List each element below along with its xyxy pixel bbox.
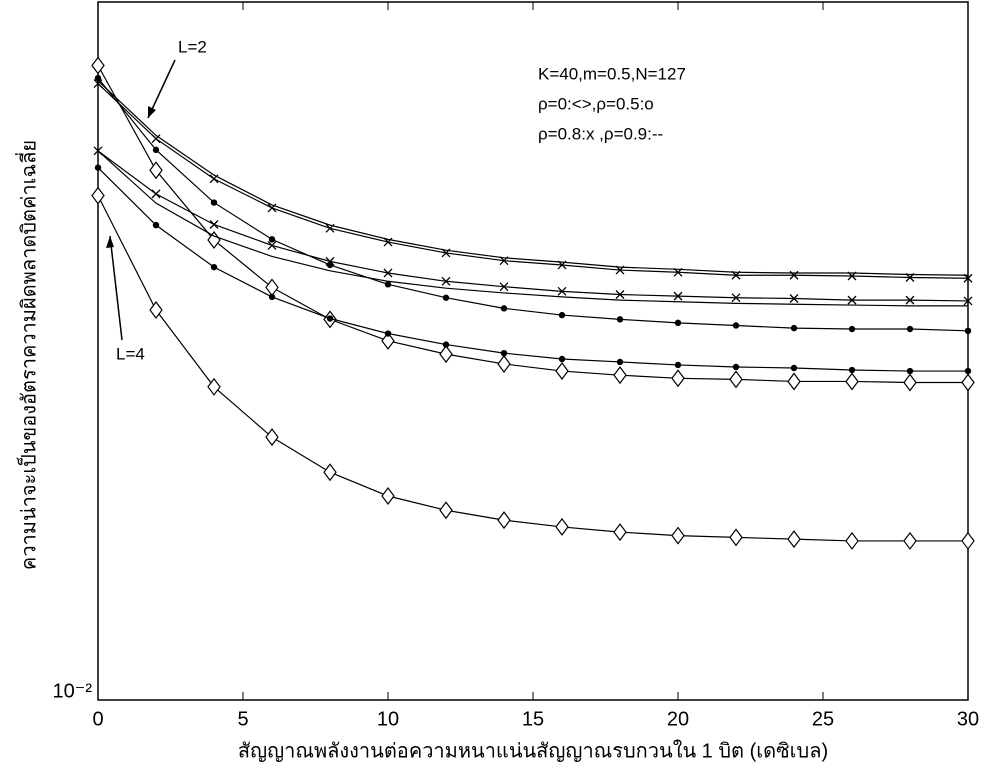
series-line — [98, 168, 968, 371]
arrow — [110, 236, 122, 340]
x-tick-label: 5 — [237, 708, 248, 730]
marker — [269, 294, 275, 300]
marker — [617, 316, 623, 322]
marker — [92, 58, 104, 74]
series-line — [98, 78, 968, 331]
marker — [788, 531, 800, 547]
marker — [556, 363, 568, 379]
marker — [327, 315, 333, 321]
marker — [498, 356, 510, 372]
marker — [672, 528, 684, 544]
marker — [559, 312, 565, 318]
marker — [672, 370, 684, 386]
marker — [152, 190, 160, 198]
marker — [965, 368, 971, 374]
marker — [846, 373, 858, 389]
marker — [443, 295, 449, 301]
marker — [266, 279, 278, 295]
marker — [617, 359, 623, 365]
marker — [501, 350, 507, 356]
x-tick-label: 15 — [522, 708, 544, 730]
marker — [907, 326, 913, 332]
marker — [675, 320, 681, 326]
annotation: L=2 — [178, 37, 207, 56]
marker — [965, 328, 971, 334]
marker — [788, 373, 800, 389]
marker — [675, 362, 681, 368]
marker — [266, 429, 278, 445]
marker — [904, 533, 916, 549]
marker — [962, 375, 974, 391]
marker — [733, 364, 739, 370]
marker — [849, 326, 855, 332]
marker — [556, 519, 568, 535]
marker — [385, 330, 391, 336]
chart: K=40,m=0.5,N=127 ρ=0:<>,ρ=0.5:o ρ=0.8:x … — [0, 0, 985, 773]
marker — [443, 341, 449, 347]
marker — [324, 464, 336, 480]
marker — [440, 502, 452, 518]
marker — [962, 533, 974, 549]
x-tick-label: 30 — [957, 708, 979, 730]
x-tick-label: 10 — [377, 708, 399, 730]
x-tick-label: 25 — [812, 708, 834, 730]
marker — [849, 367, 855, 373]
marker — [501, 305, 507, 311]
x-axis-title: สัญญาณพลังงานต่อความหนาแน่นสัญญาณรบกวนใน… — [238, 739, 828, 762]
y-tick-label: 10⁻² — [53, 680, 93, 702]
series-line — [98, 151, 968, 306]
series-line — [98, 196, 968, 541]
marker — [210, 220, 218, 228]
marker — [730, 371, 742, 387]
marker — [92, 188, 104, 204]
marker — [211, 199, 217, 205]
annotation: L=4 — [116, 344, 145, 363]
marker — [269, 236, 275, 242]
series-line — [98, 81, 968, 275]
marker — [498, 512, 510, 528]
marker — [730, 529, 742, 545]
annotation: ρ=0:<>,ρ=0.5:o — [538, 94, 654, 113]
annotation: K=40,m=0.5,N=127 — [538, 64, 686, 83]
marker — [791, 365, 797, 371]
marker — [382, 488, 394, 504]
y-axis-title: ความน่าจะเป็นของอัตราความผิดพลาดบิตค่าเฉ… — [14, 140, 40, 570]
marker — [440, 346, 452, 362]
marker — [153, 147, 159, 153]
marker — [211, 264, 217, 270]
marker — [904, 375, 916, 391]
plot-frame — [98, 2, 968, 700]
annotation: ρ=0.8:x ,ρ=0.9:-- — [538, 124, 663, 143]
series-line — [98, 66, 968, 383]
marker — [559, 356, 565, 362]
marker — [846, 533, 858, 549]
x-tick-label: 20 — [667, 708, 689, 730]
marker — [268, 241, 276, 249]
series-line — [98, 84, 968, 279]
marker — [153, 222, 159, 228]
marker — [614, 524, 626, 540]
marker — [907, 368, 913, 374]
marker — [95, 75, 101, 81]
arrowhead — [106, 236, 114, 248]
marker — [95, 164, 101, 170]
series-line — [98, 151, 968, 301]
marker — [791, 325, 797, 331]
marker — [733, 322, 739, 328]
marker — [614, 367, 626, 383]
x-tick-label: 0 — [92, 708, 103, 730]
